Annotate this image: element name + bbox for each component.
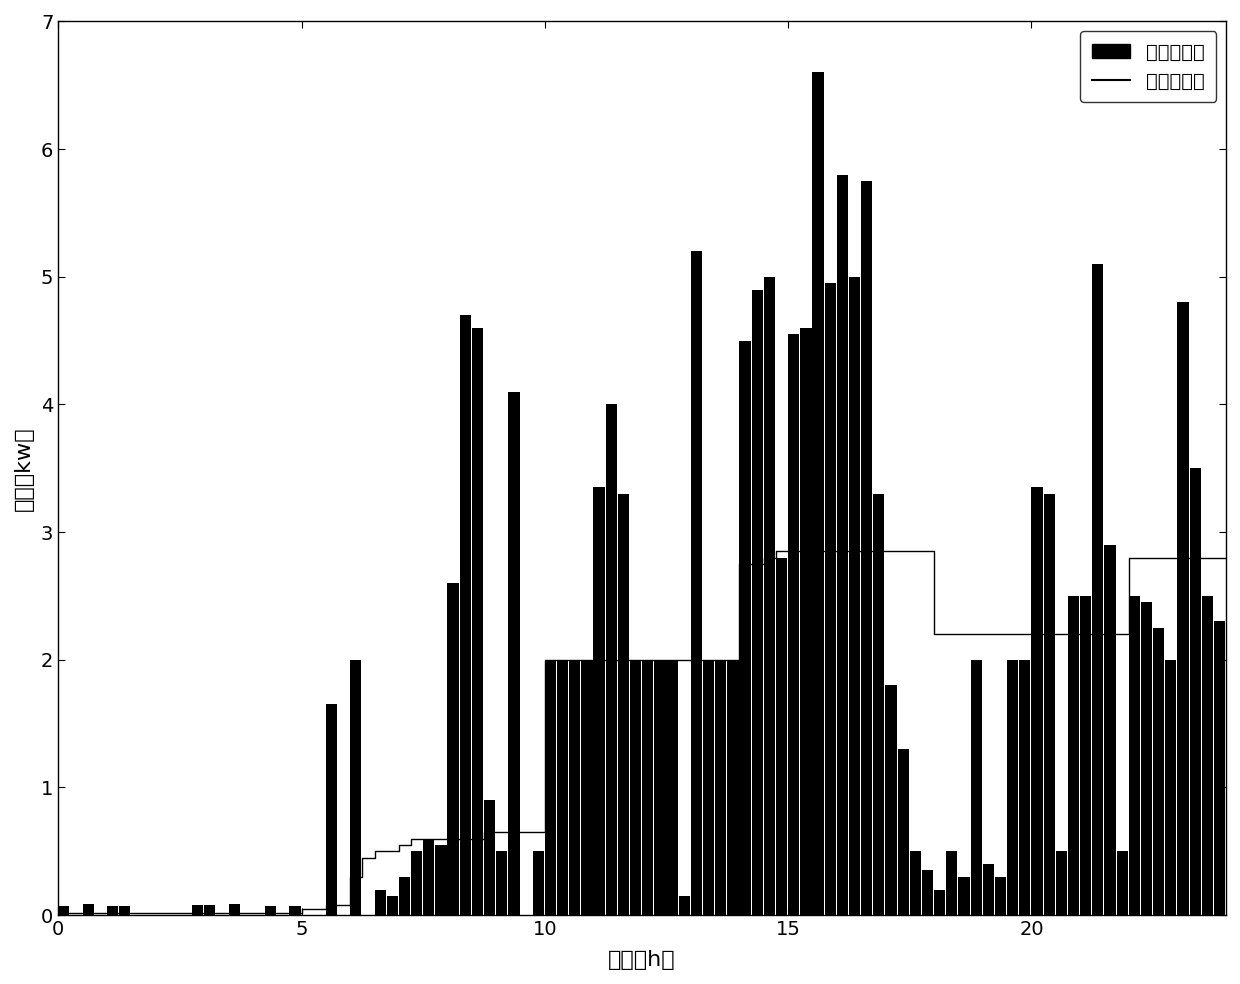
Bar <box>484 800 495 915</box>
Bar <box>971 660 982 915</box>
Bar <box>423 838 434 915</box>
Bar <box>946 851 957 915</box>
Bar <box>1202 596 1213 915</box>
Bar <box>800 328 811 915</box>
Bar <box>58 906 69 915</box>
Bar <box>655 660 666 915</box>
Bar <box>1055 851 1066 915</box>
Bar <box>1141 602 1152 915</box>
Bar <box>1019 660 1030 915</box>
Bar <box>789 335 800 915</box>
Bar <box>1007 660 1018 915</box>
Bar <box>618 494 629 915</box>
Bar <box>1105 545 1116 915</box>
Bar <box>582 660 593 915</box>
Y-axis label: 功率（kw）: 功率（kw） <box>14 426 33 511</box>
Bar <box>691 251 702 915</box>
Bar <box>910 851 921 915</box>
Bar <box>923 871 934 915</box>
Bar <box>265 906 277 915</box>
Bar <box>1166 660 1177 915</box>
Bar <box>873 494 884 915</box>
Bar <box>812 73 823 915</box>
Bar <box>205 905 216 915</box>
Bar <box>557 660 568 915</box>
Bar <box>107 906 118 915</box>
Bar <box>533 851 544 915</box>
Bar <box>289 906 300 915</box>
Bar <box>387 896 398 915</box>
Bar <box>764 277 775 915</box>
Bar <box>1189 468 1200 915</box>
Bar <box>715 660 727 915</box>
Bar <box>1116 851 1128 915</box>
Bar <box>448 584 459 915</box>
Bar <box>410 851 422 915</box>
Bar <box>496 851 507 915</box>
Bar <box>119 906 130 915</box>
Bar <box>569 660 580 915</box>
Bar <box>703 660 714 915</box>
Bar <box>642 660 653 915</box>
Bar <box>192 905 203 915</box>
X-axis label: 时间（h）: 时间（h） <box>609 951 676 970</box>
Bar <box>1092 264 1104 915</box>
Bar <box>605 404 616 915</box>
Bar <box>435 845 446 915</box>
Bar <box>728 660 739 915</box>
Bar <box>1128 596 1140 915</box>
Bar <box>849 277 861 915</box>
Bar <box>1214 622 1225 915</box>
Bar <box>983 864 994 915</box>
Bar <box>751 289 763 915</box>
Bar <box>861 181 872 915</box>
Bar <box>776 558 787 915</box>
Bar <box>825 283 836 915</box>
Bar <box>934 890 945 915</box>
Bar <box>508 392 520 915</box>
Bar <box>374 890 386 915</box>
Bar <box>83 903 94 915</box>
Bar <box>1044 494 1055 915</box>
Bar <box>350 660 361 915</box>
Bar <box>594 487 605 915</box>
Bar <box>739 340 750 915</box>
Bar <box>630 660 641 915</box>
Bar <box>1153 628 1164 915</box>
Bar <box>228 903 239 915</box>
Bar <box>959 877 970 915</box>
Bar <box>885 685 897 915</box>
Bar <box>994 877 1006 915</box>
Bar <box>1032 487 1043 915</box>
Bar <box>1178 302 1189 915</box>
Bar <box>326 705 337 915</box>
Bar <box>460 315 471 915</box>
Bar <box>678 896 689 915</box>
Bar <box>1068 596 1079 915</box>
Bar <box>472 328 484 915</box>
Legend: 可响应容量, 实时总功率: 可响应容量, 实时总功率 <box>1080 31 1216 102</box>
Bar <box>544 660 556 915</box>
Bar <box>399 877 410 915</box>
Bar <box>898 749 909 915</box>
Bar <box>837 174 848 915</box>
Bar <box>1080 596 1091 915</box>
Bar <box>666 660 678 915</box>
